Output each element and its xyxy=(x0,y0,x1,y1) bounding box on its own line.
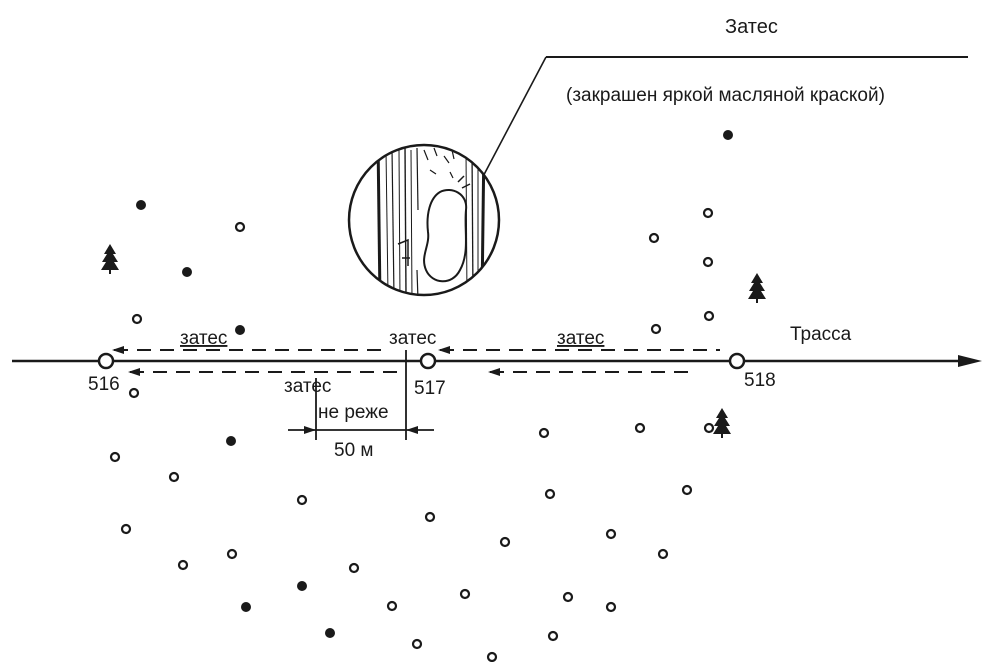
blaze-label-center: затес xyxy=(389,328,436,349)
scattered-points xyxy=(109,130,733,663)
survey-point xyxy=(241,602,251,612)
blaze-mark xyxy=(423,189,468,283)
survey-point xyxy=(348,562,360,574)
spacing-text: не реже xyxy=(318,402,389,423)
survey-point xyxy=(538,427,550,439)
stations: 516 517 518 xyxy=(88,352,776,399)
callout-title: Затес xyxy=(725,16,778,38)
survey-point xyxy=(650,323,662,335)
survey-point xyxy=(177,559,189,571)
survey-point xyxy=(681,484,693,496)
survey-point xyxy=(723,130,733,140)
survey-point xyxy=(605,601,617,613)
tree-symbols xyxy=(101,244,766,438)
survey-point xyxy=(486,651,498,663)
survey-point xyxy=(547,630,559,642)
survey-point xyxy=(424,511,436,523)
survey-point xyxy=(325,628,335,638)
callout-leader-line xyxy=(477,56,547,187)
survey-point xyxy=(562,591,574,603)
tree-icon xyxy=(748,273,766,303)
survey-point xyxy=(634,422,646,434)
arrowhead-upper-right xyxy=(438,346,450,354)
survey-point xyxy=(386,600,398,612)
survey-point xyxy=(168,471,180,483)
survey-point xyxy=(657,548,669,560)
survey-point xyxy=(226,436,236,446)
station-marker-517 xyxy=(419,352,437,370)
magnifier-circle xyxy=(347,143,501,297)
survey-point xyxy=(234,221,246,233)
route-label: Трасса xyxy=(790,324,852,345)
arrowhead-upper-left xyxy=(112,346,124,354)
station-marker-516 xyxy=(97,352,115,370)
survey-point xyxy=(297,581,307,591)
survey-point xyxy=(605,528,617,540)
survey-point xyxy=(411,638,423,650)
survey-point xyxy=(703,310,715,322)
survey-point xyxy=(544,488,556,500)
callout: Затес (закрашен яркой масляной краской) xyxy=(477,16,968,187)
survey-point xyxy=(120,523,132,535)
magnified-blaze-view xyxy=(347,143,501,297)
survey-point xyxy=(648,232,660,244)
tree-icon xyxy=(713,408,731,438)
arrowhead-lower-right xyxy=(488,368,500,376)
survey-point xyxy=(702,207,714,219)
arrowhead-lower-left xyxy=(128,368,140,376)
spacing-distance: 50 м xyxy=(334,440,373,461)
callout-subtitle: (закрашен яркой масляной краской) xyxy=(566,85,885,106)
route-arrowhead xyxy=(958,355,982,367)
tree-icon xyxy=(101,244,119,274)
survey-point xyxy=(235,325,245,335)
survey-point xyxy=(499,536,511,548)
blaze-sighting-lines: затес затес затес затес xyxy=(112,328,720,397)
survey-point xyxy=(226,548,238,560)
blaze-label-right: затес xyxy=(557,328,604,349)
dimension-arrow-right xyxy=(406,426,418,434)
route: Трасса xyxy=(12,324,982,367)
survey-point xyxy=(296,494,308,506)
survey-point xyxy=(109,451,121,463)
blaze-label-left: затес xyxy=(180,328,227,349)
station-label-518: 518 xyxy=(744,370,776,391)
survey-point xyxy=(182,267,192,277)
station-marker-518 xyxy=(728,352,746,370)
dimension-arrow-left xyxy=(304,426,316,434)
station-label-517: 517 xyxy=(414,378,446,399)
survey-point xyxy=(131,313,143,325)
survey-point xyxy=(702,256,714,268)
survey-point xyxy=(128,387,140,399)
survey-point xyxy=(459,588,471,600)
survey-point xyxy=(136,200,146,210)
survey-point xyxy=(703,422,715,434)
blaze-label-lower: затес xyxy=(284,376,331,397)
spacing-dimension: не реже 50 м xyxy=(288,350,434,461)
station-label-516: 516 xyxy=(88,374,120,395)
